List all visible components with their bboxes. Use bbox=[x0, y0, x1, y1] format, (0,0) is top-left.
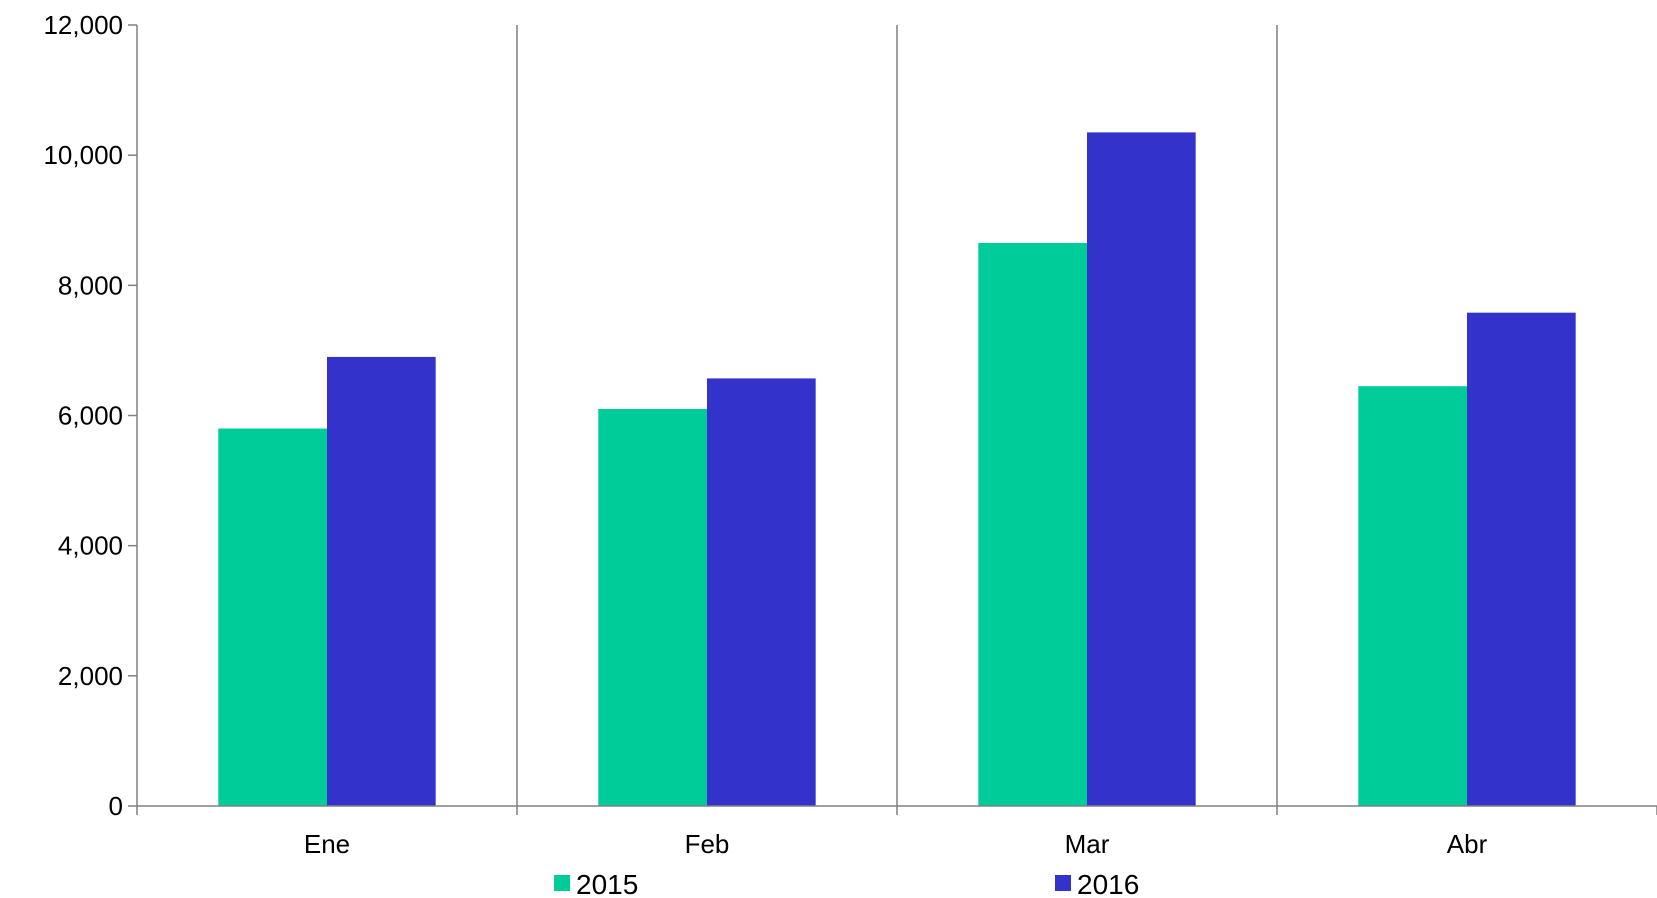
bar-2015-Abr bbox=[1358, 386, 1467, 806]
legend-swatch-2015 bbox=[554, 875, 570, 891]
bar-2016-Mar bbox=[1087, 132, 1196, 806]
y-tick-label: 8,000 bbox=[58, 270, 123, 300]
y-axis-ticks: 0 2,000 4,000 6,000 8,000 10,000 12,000 bbox=[43, 10, 137, 821]
y-tick-label: 12,000 bbox=[43, 10, 123, 40]
bar-2015-Feb bbox=[598, 408, 707, 806]
y-tick-label: 10,000 bbox=[43, 140, 123, 170]
bar-2015-Mar bbox=[978, 243, 1087, 806]
x-category-label: Abr bbox=[1447, 829, 1488, 859]
y-tick-label: 6,000 bbox=[58, 401, 123, 431]
y-tick-label: 4,000 bbox=[58, 531, 123, 561]
x-category-label: Feb bbox=[685, 829, 730, 859]
legend-swatch-2016 bbox=[1055, 875, 1071, 891]
bar-2016-Abr bbox=[1467, 312, 1576, 806]
legend-label-2015: 2015 bbox=[576, 869, 638, 898]
category-separators bbox=[516, 25, 1278, 806]
y-tick-label: 0 bbox=[109, 791, 123, 821]
bar-2016-Feb bbox=[707, 378, 816, 806]
x-category-label: Ene bbox=[304, 829, 350, 859]
bar-2015-Ene bbox=[218, 428, 327, 806]
legend-label-2016: 2016 bbox=[1077, 869, 1139, 898]
x-category-label: Mar bbox=[1065, 829, 1110, 859]
bars bbox=[218, 132, 1576, 806]
y-tick-label: 2,000 bbox=[58, 661, 123, 691]
legend: 2015 2016 bbox=[554, 869, 1139, 898]
bar-2016-Ene bbox=[327, 356, 436, 806]
x-axis-labels: Ene Feb Mar Abr bbox=[136, 806, 1657, 859]
